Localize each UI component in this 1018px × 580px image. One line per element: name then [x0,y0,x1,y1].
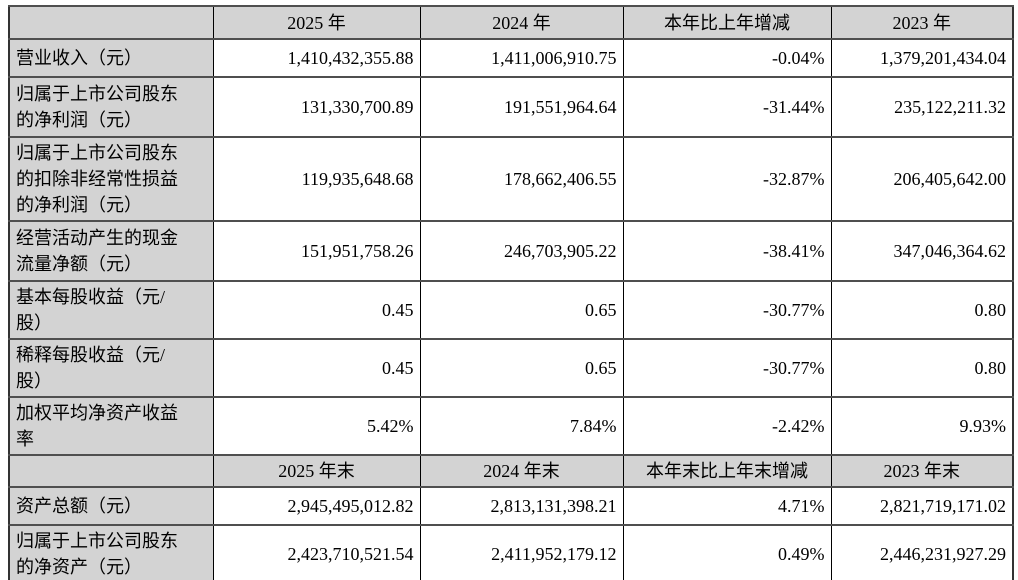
row-basic-eps: 基本每股收益（元/ 股） 0.45 0.65 -30.77% 0.80 [8,280,1014,340]
row-net-profit-attributable: 归属于上市公司股东 的净利润（元） 131,330,700.89 191,551… [8,76,1014,138]
row-diluted-eps: 稀释每股收益（元/ 股） 0.45 0.65 -30.77% 0.80 [8,338,1014,398]
cell-value-2023: 235,122,211.32 [830,76,1014,138]
cell-value-yoy-change: -30.77% [622,280,832,340]
row-net-profit-excl-nonrecurring: 归属于上市公司股东 的扣除非经常性损益 的净利润（元） 119,935,648.… [8,136,1014,222]
cell-value-2025: 5.42% [212,396,421,456]
period-end-header-2023: 2023 年末 [830,454,1014,488]
cell-value-2023: 347,046,364.62 [830,220,1014,282]
cell-value-2025: 151,951,758.26 [212,220,421,282]
period-header-yoy-change: 本年比上年增减 [622,5,832,40]
row-label: 加权平均净资产收益 率 [8,396,214,456]
cell-value-2024: 2,411,952,179.12 [419,524,624,580]
row-label: 经营活动产生的现金 流量净额（元） [8,220,214,282]
cell-value-2025: 119,935,648.68 [212,136,421,222]
cell-value-2023: 9.93% [830,396,1014,456]
cell-value-2023: 206,405,642.00 [830,136,1014,222]
row-total-assets: 资产总额（元） 2,945,495,012.82 2,813,131,398.2… [8,486,1014,526]
cell-value-yoy-change: -31.44% [622,76,832,138]
cell-value-2025: 131,330,700.89 [212,76,421,138]
row-label: 归属于上市公司股东 的净资产（元） [8,524,214,580]
row-label: 基本每股收益（元/ 股） [8,280,214,340]
cell-value-2023: 0.80 [830,280,1014,340]
cell-value-2025: 0.45 [212,338,421,398]
period-end-header-yoy-change: 本年末比上年末增减 [622,454,832,488]
cell-value-2025: 2,423,710,521.54 [212,524,421,580]
row-label: 稀释每股收益（元/ 股） [8,338,214,398]
cell-value-2023: 2,446,231,927.29 [830,524,1014,580]
cell-value-2025: 2,945,495,012.82 [212,486,421,526]
cell-value-yoy-change: -38.41% [622,220,832,282]
cell-value-2025: 1,410,432,355.88 [212,38,421,78]
cell-value-2023: 1,379,201,434.04 [830,38,1014,78]
cell-value-2024: 0.65 [419,280,624,340]
cell-value-2023: 2,821,719,171.02 [830,486,1014,526]
period-end-header-2025: 2025 年末 [212,454,421,488]
period-header-2024: 2024 年 [419,5,624,40]
period-header-row: 2025 年 2024 年 本年比上年增减 2023 年 [8,5,1014,40]
row-operating-revenue: 营业收入（元） 1,410,432,355.88 1,411,006,910.7… [8,38,1014,78]
cell-value-yoy-change: 4.71% [622,486,832,526]
period-end-header-blank-cell [8,454,214,488]
period-header-2023: 2023 年 [830,5,1014,40]
cell-value-2024: 178,662,406.55 [419,136,624,222]
cell-value-yoy-change: -0.04% [622,38,832,78]
row-weighted-avg-roe: 加权平均净资产收益 率 5.42% 7.84% -2.42% 9.93% [8,396,1014,456]
cell-value-2024: 1,411,006,910.75 [419,38,624,78]
cell-value-yoy-change: -32.87% [622,136,832,222]
cell-value-2024: 246,703,905.22 [419,220,624,282]
row-operating-cash-flow: 经营活动产生的现金 流量净额（元） 151,951,758.26 246,703… [8,220,1014,282]
cell-value-2024: 191,551,964.64 [419,76,624,138]
period-end-header-2024: 2024 年末 [419,454,624,488]
cell-value-2025: 0.45 [212,280,421,340]
period-header-blank-cell [8,5,214,40]
period-header-2025: 2025 年 [212,5,421,40]
cell-value-yoy-change: -30.77% [622,338,832,398]
cell-value-2024: 0.65 [419,338,624,398]
cell-value-2024: 2,813,131,398.21 [419,486,624,526]
financial-summary-table: 2025 年 2024 年 本年比上年增减 2023 年 营业收入（元） 1,4… [8,5,1014,580]
row-label: 归属于上市公司股东 的净利润（元） [8,76,214,138]
cell-value-yoy-change: -2.42% [622,396,832,456]
cell-value-yoy-change: 0.49% [622,524,832,580]
row-label: 资产总额（元） [8,486,214,526]
row-label: 营业收入（元） [8,38,214,78]
row-net-assets-attributable: 归属于上市公司股东 的净资产（元） 2,423,710,521.54 2,411… [8,524,1014,580]
cell-value-2023: 0.80 [830,338,1014,398]
period-end-header-row: 2025 年末 2024 年末 本年末比上年末增减 2023 年末 [8,454,1014,488]
row-label: 归属于上市公司股东 的扣除非经常性损益 的净利润（元） [8,136,214,222]
cell-value-2024: 7.84% [419,396,624,456]
